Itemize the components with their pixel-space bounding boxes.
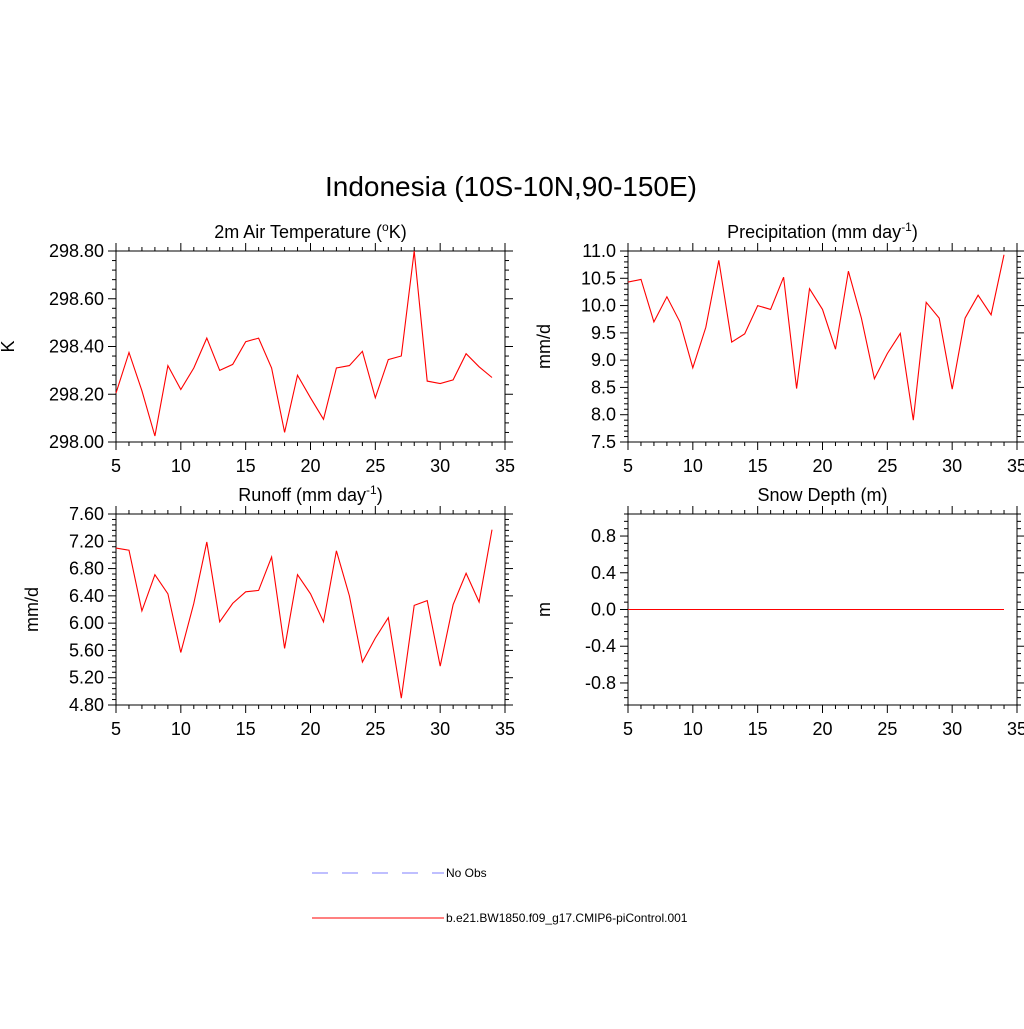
x-tick-label: 10 bbox=[171, 456, 191, 476]
y-tick-label: 11.0 bbox=[582, 241, 616, 261]
x-tick-label: 20 bbox=[300, 719, 320, 739]
x-tick-label: 30 bbox=[942, 719, 962, 739]
panel-title: Precipitation (mm day-1) bbox=[727, 220, 918, 242]
x-tick-label: 25 bbox=[365, 719, 385, 739]
y-tick-label: -0.4 bbox=[585, 636, 616, 656]
x-tick-label: 20 bbox=[812, 719, 832, 739]
y-tick-label: 5.60 bbox=[69, 640, 104, 660]
y-tick-label: 8.5 bbox=[591, 377, 616, 397]
y-tick-label: 9.5 bbox=[591, 323, 616, 343]
y-tick-label: 298.20 bbox=[49, 384, 104, 404]
y-tick-label: 7.60 bbox=[69, 504, 104, 524]
series-line bbox=[628, 255, 1004, 420]
x-tick-label: 35 bbox=[1007, 456, 1024, 476]
x-tick-label: 5 bbox=[623, 456, 633, 476]
y-tick-label: 7.5 bbox=[591, 432, 616, 452]
y-axis-label: m bbox=[534, 602, 554, 617]
x-tick-label: 25 bbox=[877, 456, 897, 476]
x-tick-label: 10 bbox=[683, 456, 703, 476]
x-tick-label: 15 bbox=[236, 719, 256, 739]
y-axis-label: mm/d bbox=[22, 587, 42, 632]
y-tick-label: 10.0 bbox=[581, 296, 616, 316]
series-line bbox=[116, 530, 492, 699]
y-tick-label: 6.80 bbox=[69, 559, 104, 579]
figure-title: Indonesia (10S-10N,90-150E) bbox=[325, 171, 697, 202]
x-tick-label: 5 bbox=[111, 719, 121, 739]
x-tick-label: 35 bbox=[495, 719, 515, 739]
x-tick-label: 30 bbox=[430, 719, 450, 739]
y-tick-label: 0.4 bbox=[591, 563, 616, 583]
legend: No Obs b.e21.BW1850.f09_g17.CMIP6-piCont… bbox=[312, 866, 688, 925]
x-tick-label: 10 bbox=[171, 719, 191, 739]
y-tick-label: 298.80 bbox=[49, 241, 104, 261]
y-tick-label: 298.00 bbox=[49, 432, 104, 452]
y-tick-label: 8.0 bbox=[591, 405, 616, 425]
x-tick-label: 5 bbox=[623, 719, 633, 739]
legend-model-label: b.e21.BW1850.f09_g17.CMIP6-piControl.001 bbox=[446, 911, 688, 925]
x-tick-label: 35 bbox=[1007, 719, 1024, 739]
x-tick-label: 25 bbox=[365, 456, 385, 476]
y-tick-label: 6.40 bbox=[69, 586, 104, 606]
y-tick-label: 298.60 bbox=[49, 289, 104, 309]
x-tick-label: 35 bbox=[495, 456, 515, 476]
y-tick-label: 5.20 bbox=[69, 668, 104, 688]
y-tick-label: 9.0 bbox=[591, 350, 616, 370]
panels: 2m Air Temperature (oK) K 5 10 15 20 25 30 35 298… bbox=[0, 220, 1024, 739]
x-tick-label: 5 bbox=[111, 456, 121, 476]
y-tick-label: 10.5 bbox=[581, 268, 616, 288]
x-tick-label: 20 bbox=[300, 456, 320, 476]
panel-temp: 2m Air Temperature (oK) K 5 10 15 20 25 30 35 298… bbox=[0, 220, 515, 476]
panel-title: Runoff (mm day-1) bbox=[238, 483, 382, 505]
y-tick-label: -0.8 bbox=[585, 673, 616, 693]
x-tick-label: 30 bbox=[942, 456, 962, 476]
panel-precip: Precipitation (mm day-1) mm/d 5 10 15 20 25 30 3… bbox=[534, 220, 1024, 476]
x-tick-label: 15 bbox=[748, 456, 768, 476]
y-tick-label: 4.80 bbox=[69, 695, 104, 715]
plot-frame bbox=[116, 514, 505, 705]
y-tick-label: 7.20 bbox=[69, 531, 104, 551]
x-tick-label: 25 bbox=[877, 719, 897, 739]
y-axis-label: K bbox=[0, 340, 18, 352]
panel-snow: Snow Depth (m) m 5 10 15 20 25 30 35 -0.8 -0.4 0.0 0… bbox=[534, 485, 1024, 739]
x-tick-label: 15 bbox=[748, 719, 768, 739]
legend-obs-label: No Obs bbox=[446, 866, 487, 880]
panel-runoff: Runoff (mm day-1) mm/d 5 10 15 20 25 30 35 4.80 5.… bbox=[22, 483, 515, 739]
y-axis-label: mm/d bbox=[534, 324, 554, 369]
x-tick-label: 10 bbox=[683, 719, 703, 739]
panel-title: 2m Air Temperature (oK) bbox=[214, 220, 406, 242]
panel-title: Snow Depth (m) bbox=[757, 485, 887, 505]
series-line bbox=[116, 251, 492, 436]
y-tick-label: 298.40 bbox=[49, 337, 104, 357]
x-tick-label: 15 bbox=[236, 456, 256, 476]
plot-frame bbox=[116, 251, 505, 442]
y-tick-label: 6.00 bbox=[69, 613, 104, 633]
y-tick-label: 0.0 bbox=[591, 600, 616, 620]
x-tick-label: 30 bbox=[430, 456, 450, 476]
x-tick-label: 20 bbox=[812, 456, 832, 476]
y-tick-label: 0.8 bbox=[591, 526, 616, 546]
